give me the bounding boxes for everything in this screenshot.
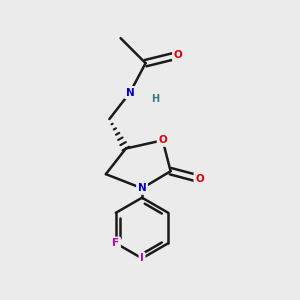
Text: O: O — [174, 50, 182, 60]
Text: N: N — [138, 183, 146, 193]
Text: O: O — [158, 135, 167, 145]
Text: O: O — [195, 174, 204, 184]
Text: I: I — [140, 254, 144, 263]
Text: N: N — [126, 88, 134, 98]
Text: H: H — [151, 94, 159, 104]
Text: F: F — [112, 238, 119, 248]
